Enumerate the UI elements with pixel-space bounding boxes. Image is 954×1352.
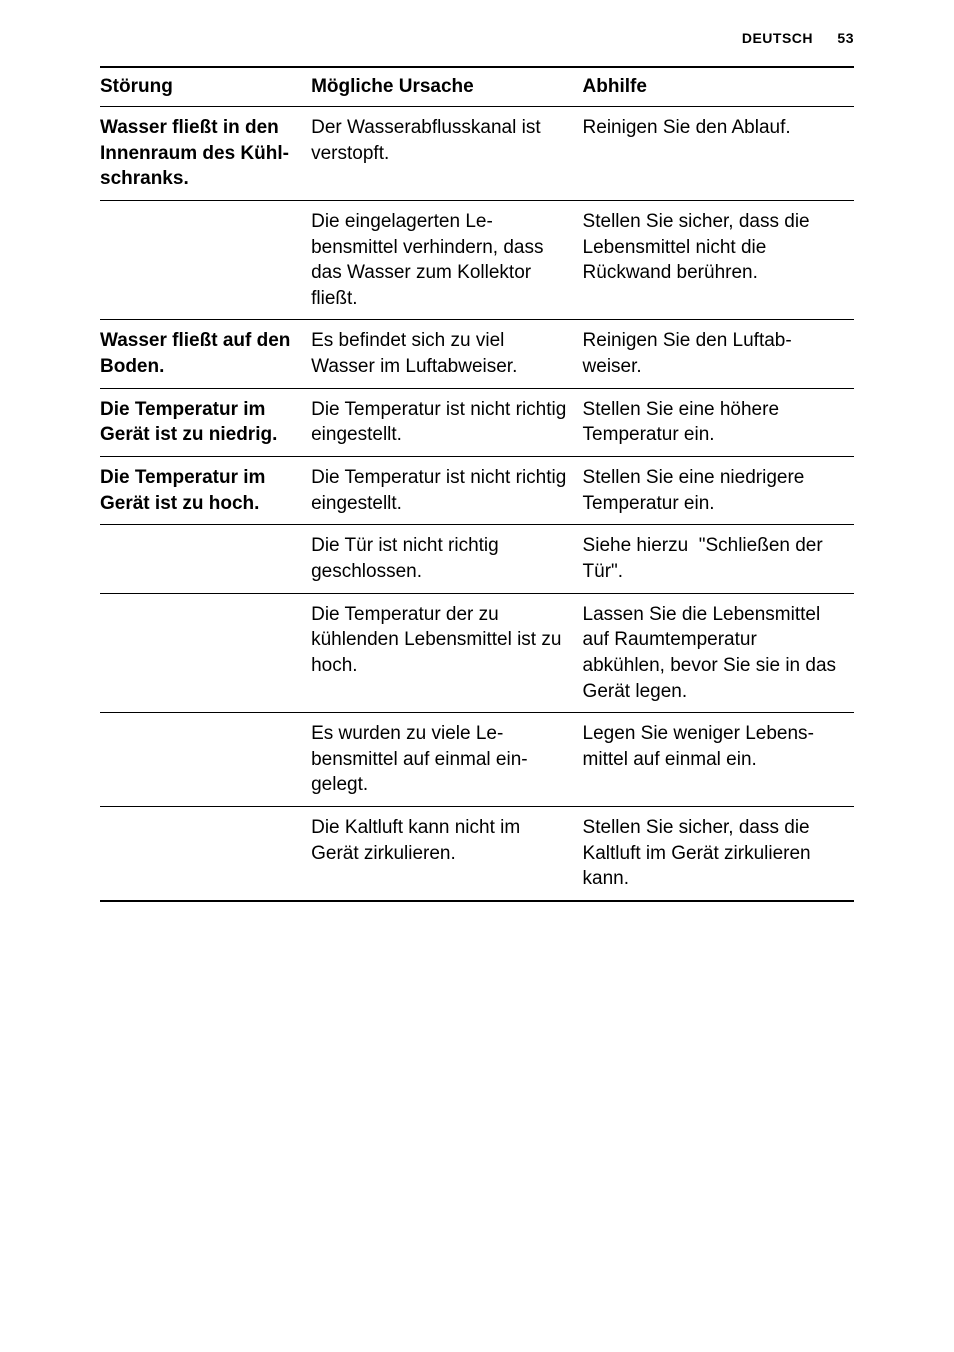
table-row: Die eingelagerten Le­bensmittel verhinde… [100, 200, 854, 320]
cell-cause: Die Temperatur der zu kühlenden Lebensmi… [311, 593, 582, 713]
cell-fault [100, 593, 311, 713]
cell-fault: Wasser fließt in den Innenraum des Kühl­… [100, 107, 311, 201]
cell-fault [100, 807, 311, 901]
cell-fault [100, 713, 311, 807]
cell-remedy: Siehe hierzu "Schließen der Tür". [583, 525, 854, 593]
cell-cause: Die Kaltluft kann nicht im Gerät zirkuli… [311, 807, 582, 901]
cell-fault: Wasser fließt auf den Boden. [100, 320, 311, 388]
cell-fault: Die Temperatur im Gerät ist zu niedrig. [100, 388, 311, 456]
header-cause: Mögliche Ursache [311, 67, 582, 107]
table-row: Wasser fließt in den Innenraum des Kühl­… [100, 107, 854, 201]
cell-cause: Die Tür ist nicht richtig geschlossen. [311, 525, 582, 593]
table-row: Es wurden zu viele Le­bensmittel auf ein… [100, 713, 854, 807]
cell-cause: Der Wasserabflusskanal ist verstopft. [311, 107, 582, 201]
table-row: Die Kaltluft kann nicht im Gerät zirkuli… [100, 807, 854, 901]
cell-remedy: Stellen Sie sicher, dass die Kaltluft im… [583, 807, 854, 901]
table-row: Die Temperatur der zu kühlenden Lebensmi… [100, 593, 854, 713]
cell-remedy: Stellen Sie eine niedrigere Temperatur e… [583, 457, 854, 525]
cell-cause: Es befindet sich zu viel Wasser im Lufta… [311, 320, 582, 388]
language-label: DEUTSCH [742, 30, 813, 46]
table-row: Die Temperatur im Gerät ist zu niedrig. … [100, 388, 854, 456]
cell-cause: Die Temperatur ist nicht richtig eingest… [311, 388, 582, 456]
cell-remedy: Reinigen Sie den Luftab­weiser. [583, 320, 854, 388]
page-number: 53 [837, 30, 854, 46]
cell-remedy: Reinigen Sie den Ablauf. [583, 107, 854, 201]
cell-remedy: Lassen Sie die Lebensmit­tel auf Raumtem… [583, 593, 854, 713]
cell-fault: Die Temperatur im Gerät ist zu hoch. [100, 457, 311, 525]
cell-remedy: Stellen Sie sicher, dass die Lebensmitte… [583, 200, 854, 320]
table-row: Die Temperatur im Gerät ist zu hoch. Die… [100, 457, 854, 525]
cell-fault [100, 200, 311, 320]
table-row: Die Tür ist nicht richtig geschlossen. S… [100, 525, 854, 593]
cell-fault [100, 525, 311, 593]
cell-remedy: Legen Sie weniger Lebens­mittel auf einm… [583, 713, 854, 807]
page-header: DEUTSCH 53 [100, 30, 854, 46]
cell-cause: Die Temperatur ist nicht richtig eingest… [311, 457, 582, 525]
header-remedy: Abhilfe [583, 67, 854, 107]
cell-remedy: Stellen Sie eine höhere Temperatur ein. [583, 388, 854, 456]
header-fault: Störung [100, 67, 311, 107]
troubleshooting-table: Störung Mögliche Ursache Abhilfe Wasser … [100, 66, 854, 902]
table-body: Wasser fließt in den Innenraum des Kühl­… [100, 107, 854, 902]
cell-cause: Die eingelagerten Le­bensmittel verhinde… [311, 200, 582, 320]
table-row: Wasser fließt auf den Boden. Es befindet… [100, 320, 854, 388]
table-header-row: Störung Mögliche Ursache Abhilfe [100, 67, 854, 107]
cell-cause: Es wurden zu viele Le­bensmittel auf ein… [311, 713, 582, 807]
